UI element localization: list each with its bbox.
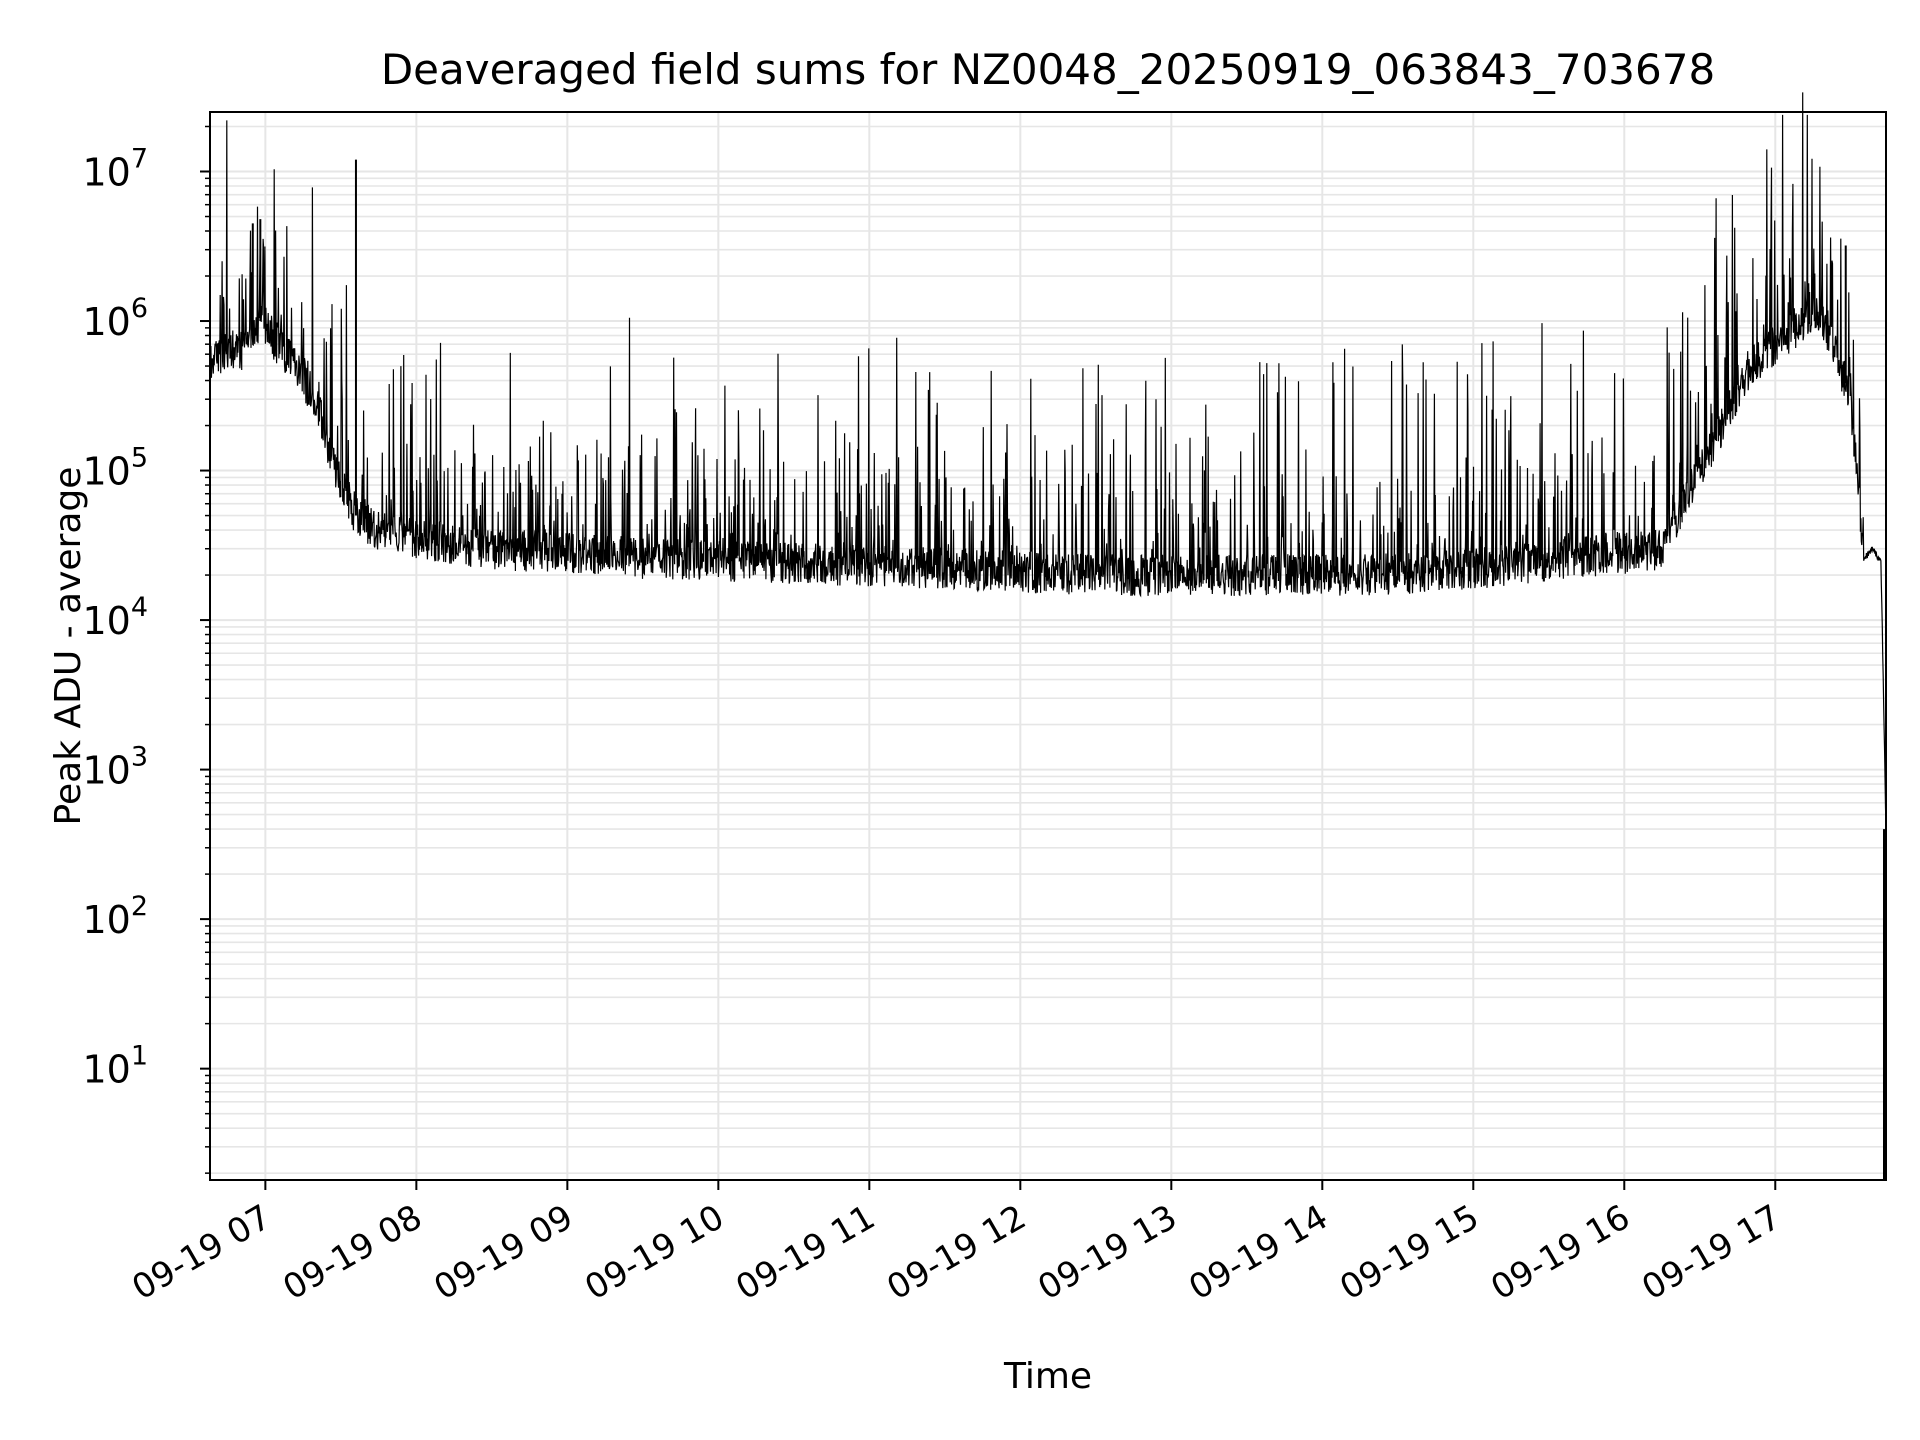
- y-tick-label: 106: [82, 293, 148, 344]
- y-tick-exponent: 2: [131, 891, 148, 922]
- series-line: [209, 92, 1887, 826]
- y-tick-exponent: 7: [131, 144, 148, 175]
- y-tick-exponent: 6: [131, 293, 148, 324]
- y-tick-base: 10: [82, 151, 130, 195]
- y-tick-label: 105: [82, 443, 148, 494]
- y-tick-label: 103: [82, 742, 148, 793]
- y-tick-exponent: 1: [131, 1041, 148, 1072]
- x-axis-label: Time: [1003, 1356, 1092, 1397]
- y-tick-base: 10: [82, 450, 130, 494]
- y-tick-label: 101: [82, 1041, 148, 1092]
- y-tick-base: 10: [82, 599, 130, 643]
- y-tick-base: 10: [82, 898, 130, 942]
- y-tick-base: 10: [82, 749, 130, 793]
- y-tick-label: 107: [82, 144, 148, 195]
- chart-title: Deaveraged field sums for NZ0048_2025091…: [381, 45, 1715, 94]
- grid: [210, 112, 1886, 1180]
- y-tick-exponent: 4: [131, 592, 148, 623]
- y-tick-label: 102: [82, 891, 148, 942]
- y-tick-base: 10: [82, 300, 130, 344]
- y-axis-label: Peak ADU - average: [48, 467, 89, 826]
- y-tick-base: 10: [82, 1048, 130, 1092]
- plot-frame: [209, 111, 1887, 1181]
- y-tick-label: 104: [82, 592, 148, 643]
- y-tick-exponent: 5: [131, 443, 148, 474]
- series-layer: [209, 92, 1887, 1180]
- y-tick-exponent: 3: [131, 742, 148, 773]
